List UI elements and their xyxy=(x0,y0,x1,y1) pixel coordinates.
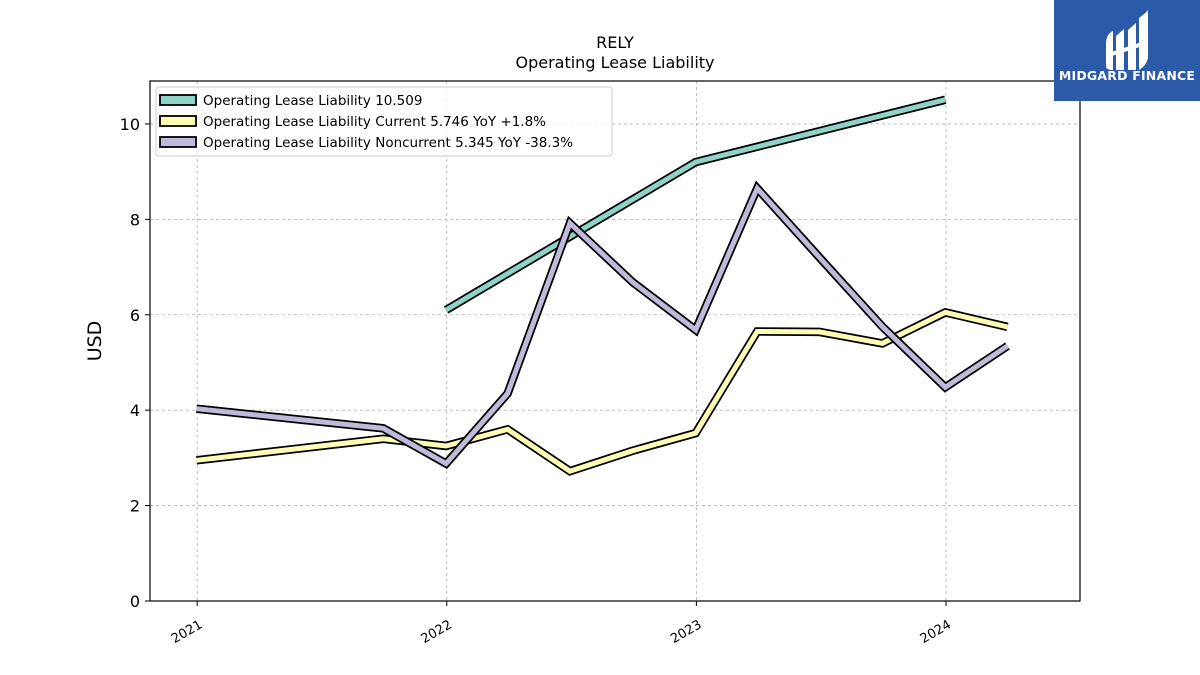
legend-box xyxy=(155,86,613,157)
x-tick-label: 2021 xyxy=(169,617,205,647)
chart-subtitle: Operating Lease Liability xyxy=(515,53,714,72)
y-tick-label: 4 xyxy=(130,401,140,420)
series-line xyxy=(196,183,1009,467)
series-3 xyxy=(196,180,1010,469)
brand-mark-icon xyxy=(1106,10,1148,70)
chart-title: RELY xyxy=(596,33,634,52)
y-tick-label: 0 xyxy=(130,592,140,611)
legend-label: Operating Lease Liability 10.509 xyxy=(203,93,422,109)
x-axis: 2021 2022 2023 2024 xyxy=(169,601,954,647)
legend-swatch xyxy=(159,94,197,106)
series-line xyxy=(196,309,1009,474)
series-line xyxy=(444,97,946,313)
y-axis-label: USD xyxy=(84,321,106,362)
y-tick-label: 10 xyxy=(120,115,140,134)
y-tick-label: 6 xyxy=(130,306,140,325)
legend: Operating Lease Liability 10.509 Operatin… xyxy=(155,86,613,157)
x-tick-label: 2022 xyxy=(419,617,455,647)
legend-label: Operating Lease Liability Noncurrent 5.3… xyxy=(203,135,573,151)
x-tick-label: 2024 xyxy=(918,617,954,647)
series-lines xyxy=(196,95,1010,476)
brand-logo: MIDGARD FINANCE xyxy=(1054,0,1200,101)
y-axis: 0 2 4 6 8 10 xyxy=(120,115,150,611)
y-tick-label: 8 xyxy=(130,210,140,229)
grid xyxy=(150,81,1080,601)
y-tick-label: 2 xyxy=(130,497,140,516)
series-1 xyxy=(443,95,947,314)
x-tick-label: 2023 xyxy=(668,617,704,647)
legend-swatch xyxy=(159,136,197,148)
legend-swatch xyxy=(159,115,197,127)
plot-frame xyxy=(149,80,1081,602)
series-2 xyxy=(196,307,1009,476)
legend-label: Operating Lease Liability Current 5.746 … xyxy=(203,114,546,130)
brand-name: MIDGARD FINANCE xyxy=(1059,68,1195,83)
